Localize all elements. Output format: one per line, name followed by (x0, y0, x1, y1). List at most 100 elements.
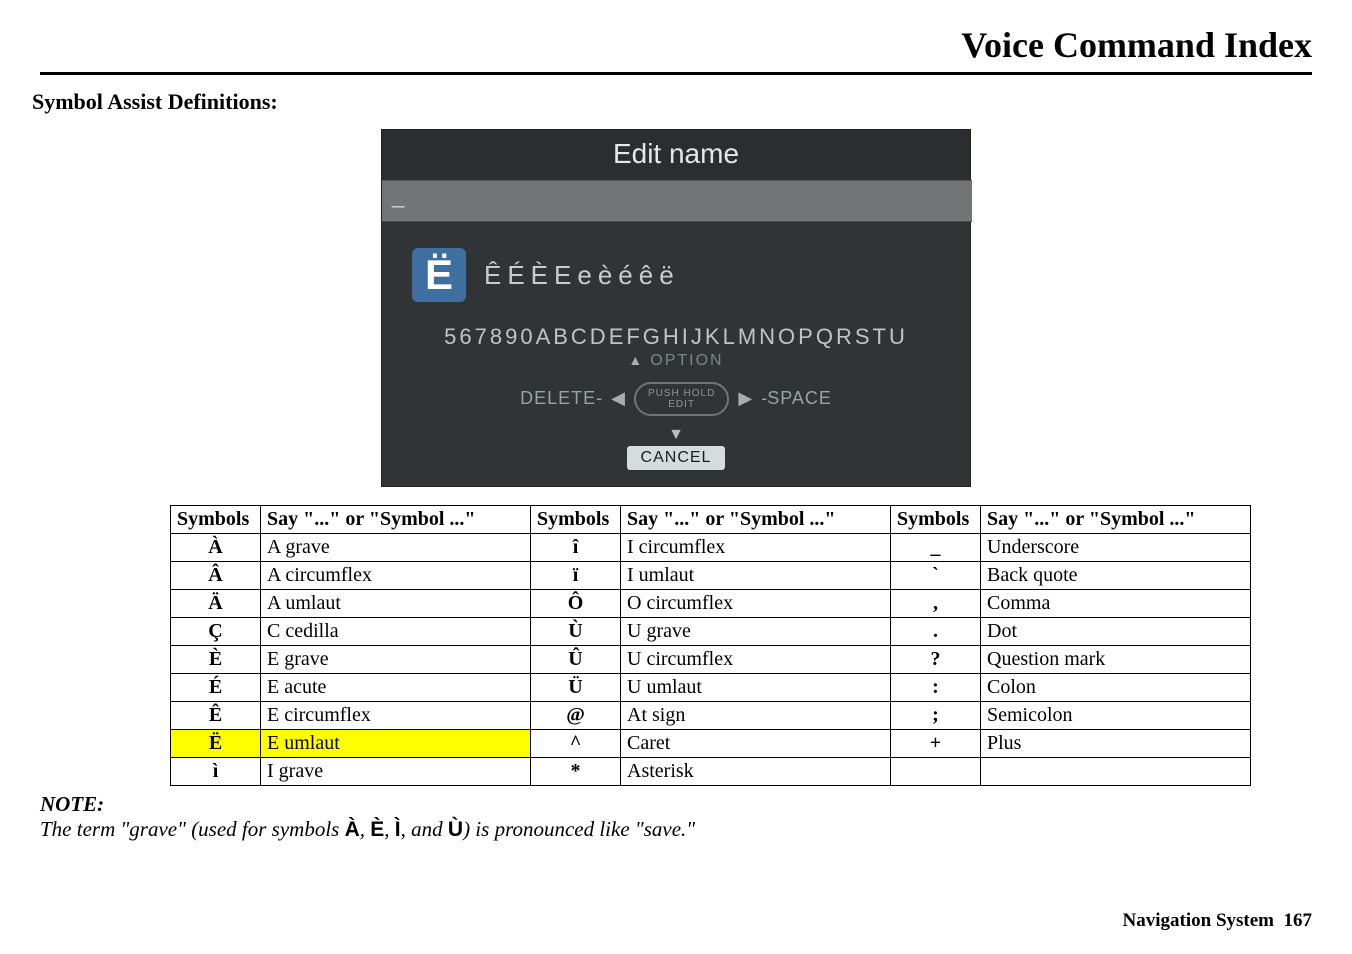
symbol-cell: Ä (171, 590, 261, 618)
title-rule (40, 72, 1312, 75)
say-cell (981, 758, 1251, 786)
table-row: ËE umlaut^Caret+Plus (171, 730, 1251, 758)
table-row: ÂA circumflexïI umlaut`Back quote (171, 562, 1251, 590)
delete-label: DELETE (520, 388, 596, 408)
space-label: SPACE (767, 388, 832, 408)
say-cell: I circumflex (621, 534, 891, 562)
note-suffix: ) is pronounced like "save." (463, 817, 695, 841)
say-cell: Comma (981, 590, 1251, 618)
symbol-cell: . (891, 618, 981, 646)
symbol-cell: È (171, 646, 261, 674)
note-prefix: The term "grave" (used for symbols (40, 817, 345, 841)
dash-icon: - (596, 388, 602, 408)
col2-header-say: Say "..." or "Symbol ..." (621, 506, 891, 534)
alt-characters-row: ÊÉÈEeèéêë (484, 260, 680, 291)
alpha-row: 567890ABCDEFGHIJKLMNOPQRSTU (382, 324, 970, 350)
table-row: ìI grave*Asterisk (171, 758, 1251, 786)
symbol-cell: * (531, 758, 621, 786)
symbol-cell: ` (891, 562, 981, 590)
symbol-cell: ì (171, 758, 261, 786)
say-cell: Question mark (981, 646, 1251, 674)
say-cell: A circumflex (261, 562, 531, 590)
symbol-cell: ; (891, 702, 981, 730)
note-sym-2: È (370, 818, 384, 841)
say-cell: E umlaut (261, 730, 531, 758)
say-cell: U circumflex (621, 646, 891, 674)
note-sym-4: Ù (448, 818, 463, 841)
col2-header-symbols: Symbols (531, 506, 621, 534)
option-text: OPTION (650, 352, 723, 369)
symbol-cell: Ë (171, 730, 261, 758)
say-cell: I grave (261, 758, 531, 786)
say-cell: C cedilla (261, 618, 531, 646)
note-body: The term "grave" (used for symbols À, È,… (40, 817, 1312, 842)
symbol-cell: : (891, 674, 981, 702)
cancel-button-graphic: CANCEL (627, 446, 726, 470)
edit-name-screenshot: Edit name _ Ë ÊÉÈEeèéêë 567890ABCDEFGHIJ… (381, 129, 971, 487)
symbol-cell: Û (531, 646, 621, 674)
symbol-cell: _ (891, 534, 981, 562)
symbol-cell: Ü (531, 674, 621, 702)
say-cell: U grave (621, 618, 891, 646)
triangle-left-icon: ◀ (611, 388, 625, 409)
pushhold-button: PUSH HOLD EDIT (634, 382, 729, 416)
say-cell: Asterisk (621, 758, 891, 786)
symbol-cell: , (891, 590, 981, 618)
table-row: ÇC cedillaÙU grave.Dot (171, 618, 1251, 646)
pushhold-line2: EDIT (668, 399, 695, 410)
say-cell: E grave (261, 646, 531, 674)
triangle-up-icon: ▲ (628, 352, 644, 368)
say-cell: At sign (621, 702, 891, 730)
note-block: NOTE: The term "grave" (used for symbols… (40, 792, 1312, 842)
symbol-cell: Ô (531, 590, 621, 618)
say-cell: U umlaut (621, 674, 891, 702)
symbol-cell: Ê (171, 702, 261, 730)
footer-page-number: 167 (1284, 910, 1313, 931)
triangle-down-icon: ▼ (382, 426, 970, 444)
say-cell: Colon (981, 674, 1251, 702)
note-sep-1: , (360, 817, 371, 841)
edit-screen-title: Edit name (382, 130, 970, 180)
say-cell: O circumflex (621, 590, 891, 618)
page-title: Voice Command Index (40, 24, 1312, 66)
symbol-cell (891, 758, 981, 786)
say-cell: Plus (981, 730, 1251, 758)
symbol-cell: ? (891, 646, 981, 674)
symbol-cell: Â (171, 562, 261, 590)
col1-header-say: Say "..." or "Symbol ..." (261, 506, 531, 534)
table-row: ÀA graveîI circumflex_Underscore (171, 534, 1251, 562)
symbol-cell: ^ (531, 730, 621, 758)
symbol-cell: É (171, 674, 261, 702)
say-cell: Dot (981, 618, 1251, 646)
pushhold-line1: PUSH HOLD (648, 388, 715, 399)
edit-screen-input: _ (382, 180, 972, 222)
page-footer: Navigation System 167 (1123, 910, 1312, 932)
say-cell: Back quote (981, 562, 1251, 590)
symbol-cell: ï (531, 562, 621, 590)
note-sym-1: À (345, 818, 360, 841)
footer-label: Navigation System (1123, 910, 1274, 931)
note-and: , and (401, 817, 448, 841)
symbol-cell: Ç (171, 618, 261, 646)
col3-header-say: Say "..." or "Symbol ..." (981, 506, 1251, 534)
table-row: ÄA umlautÔO circumflex,Comma (171, 590, 1251, 618)
note-sep-2: , (384, 817, 395, 841)
symbol-assist-table: Symbols Say "..." or "Symbol ..." Symbol… (170, 505, 1251, 786)
say-cell: E circumflex (261, 702, 531, 730)
say-cell: I umlaut (621, 562, 891, 590)
section-heading: Symbol Assist Definitions: (32, 89, 1312, 115)
say-cell: E acute (261, 674, 531, 702)
triangle-right-icon: ▶ (738, 388, 752, 409)
symbol-cell: Ù (531, 618, 621, 646)
say-cell: A grave (261, 534, 531, 562)
symbol-cell: + (891, 730, 981, 758)
option-label: ▲ OPTION (382, 352, 970, 370)
symbol-cell: @ (531, 702, 621, 730)
symbol-cell: î (531, 534, 621, 562)
note-head: NOTE: (40, 792, 1312, 817)
col3-header-symbols: Symbols (891, 506, 981, 534)
symbol-cell: À (171, 534, 261, 562)
table-row: ÉE acuteÜU umlaut:Colon (171, 674, 1251, 702)
selected-letter-tile: Ë (412, 248, 466, 302)
table-row: ÈE graveÛU circumflex?Question mark (171, 646, 1251, 674)
